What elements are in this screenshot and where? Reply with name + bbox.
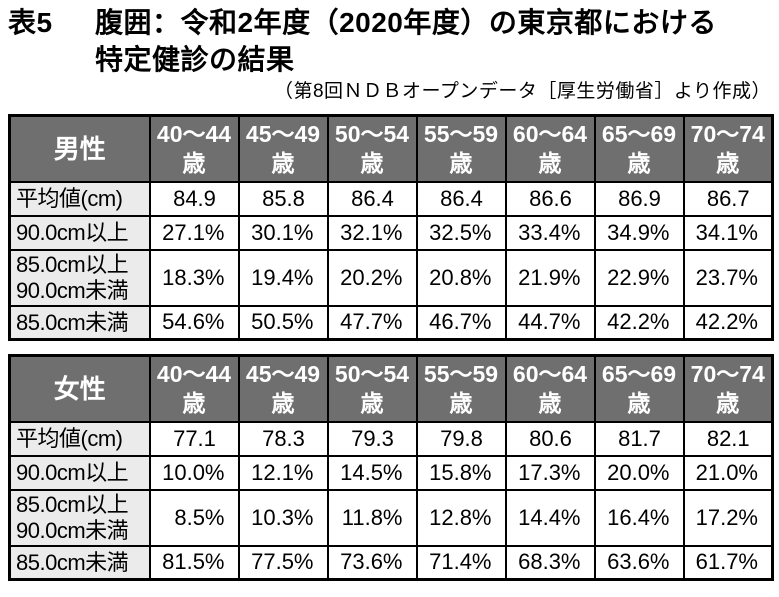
title-line1: 腹囲：令和2年度（2020年度）の東京都における xyxy=(95,7,717,38)
value-cell: 19.4% xyxy=(237,248,329,307)
row-label: 85.0cm以上 90.0cm未満 xyxy=(8,488,151,547)
row-label: 85.0cm未満 xyxy=(8,544,151,581)
table-caption: 表5 腹囲：令和2年度（2020年度）の東京都における 特定健診の結果 xyxy=(8,4,779,78)
header-row: 女性 40〜44 歳 45〜49 歳 50〜54 歳 55〜59 歳 60〜64 歳 65〜… xyxy=(8,354,774,423)
row-label: 平均値(cm) xyxy=(8,420,151,457)
age-column-header: 55〜59 歳 xyxy=(415,354,507,423)
value-cell: 34.1% xyxy=(682,214,774,251)
row-label: 85.0cm以上 90.0cm未満 xyxy=(8,248,151,307)
value-cell: 77.5% xyxy=(237,544,329,581)
age-column-header: 65〜69 歳 xyxy=(593,114,685,183)
row-label: 平均値(cm) xyxy=(8,180,151,217)
value-cell: 77.1 xyxy=(148,420,240,457)
value-cell: 71.4% xyxy=(415,544,507,581)
value-cell: 86.4 xyxy=(415,180,507,217)
value-cell: 16.4% xyxy=(593,488,685,547)
value-cell: 63.6% xyxy=(593,544,685,581)
value-cell: 8.5% xyxy=(148,488,240,547)
age-column-header: 60〜64 歳 xyxy=(504,114,596,183)
value-cell: 79.8 xyxy=(415,420,507,457)
title-line2: 特定健診の結果 xyxy=(95,44,295,75)
data-row: 85.0cm未満 54.6% 50.5% 47.7% 46.7% 44.7% 42.2% 42… xyxy=(8,304,774,341)
age-column-header: 65〜69 歳 xyxy=(593,354,685,423)
value-cell: 32.1% xyxy=(326,214,418,251)
value-cell: 21.0% xyxy=(682,454,774,491)
data-row: 90.0cm以上 27.1% 30.1% 32.1% 32.5% 33.4% 34.9% 34… xyxy=(8,214,774,251)
value-cell: 78.3 xyxy=(237,420,329,457)
value-cell: 46.7% xyxy=(415,304,507,341)
value-cell: 73.6% xyxy=(326,544,418,581)
value-cell: 82.1 xyxy=(682,420,774,457)
data-row: 85.0cm以上 90.0cm未満 8.5% 10.3% 11.8% 12.8% 14.4… xyxy=(8,488,774,547)
women-table: 女性 40〜44 歳 45〜49 歳 50〜54 歳 55〜59 歳 60〜64 歳 65〜… xyxy=(8,354,774,581)
value-cell: 20.8% xyxy=(415,248,507,307)
value-cell: 14.4% xyxy=(504,488,596,547)
value-cell: 18.3% xyxy=(148,248,240,307)
value-cell: 42.2% xyxy=(682,304,774,341)
age-column-header: 70〜74 歳 xyxy=(682,354,774,423)
age-column-header: 45〜49 歳 xyxy=(237,114,329,183)
value-cell: 12.8% xyxy=(415,488,507,547)
value-cell: 68.3% xyxy=(504,544,596,581)
age-column-header: 50〜54 歳 xyxy=(326,114,418,183)
value-cell: 22.9% xyxy=(593,248,685,307)
source-note: （第8回ＮＤＢオープンデータ［厚生労働省］より作成） xyxy=(273,81,771,102)
value-cell: 11.8% xyxy=(326,488,418,547)
group-label: 女性 xyxy=(8,354,151,423)
data-row: 85.0cm未満 81.5% 77.5% 73.6% 71.4% 68.3% 63.6% 61… xyxy=(8,544,774,581)
value-cell: 85.8 xyxy=(237,180,329,217)
value-cell: 32.5% xyxy=(415,214,507,251)
table-title: 腹囲：令和2年度（2020年度）の東京都における 特定健診の結果 xyxy=(95,4,717,78)
value-cell: 10.3% xyxy=(237,488,329,547)
value-cell: 47.7% xyxy=(326,304,418,341)
age-column-header: 40〜44 歳 xyxy=(148,114,240,183)
value-cell: 54.6% xyxy=(148,304,240,341)
data-row: 平均値(cm) 77.1 78.3 79.3 79.8 80.6 81.7 82.1 xyxy=(8,420,774,457)
age-column-header: 50〜54 歳 xyxy=(326,354,418,423)
value-cell: 61.7% xyxy=(682,544,774,581)
value-cell: 20.0% xyxy=(593,454,685,491)
value-cell: 44.7% xyxy=(504,304,596,341)
age-column-header: 70〜74 歳 xyxy=(682,114,774,183)
value-cell: 79.3 xyxy=(326,420,418,457)
value-cell: 27.1% xyxy=(148,214,240,251)
value-cell: 30.1% xyxy=(237,214,329,251)
value-cell: 10.0% xyxy=(148,454,240,491)
value-cell: 81.7 xyxy=(593,420,685,457)
value-cell: 15.8% xyxy=(415,454,507,491)
age-column-header: 60〜64 歳 xyxy=(504,354,596,423)
value-cell: 86.6 xyxy=(504,180,596,217)
value-cell: 17.2% xyxy=(682,488,774,547)
row-label: 90.0cm以上 xyxy=(8,454,151,491)
value-cell: 14.5% xyxy=(326,454,418,491)
value-cell: 50.5% xyxy=(237,304,329,341)
value-cell: 33.4% xyxy=(504,214,596,251)
data-row: 85.0cm以上 90.0cm未満 18.3% 19.4% 20.2% 20.8% 21.… xyxy=(8,248,774,307)
data-row: 90.0cm以上 10.0% 12.1% 14.5% 15.8% 17.3% 20.0% 21… xyxy=(8,454,774,491)
value-cell: 80.6 xyxy=(504,420,596,457)
row-label: 85.0cm未満 xyxy=(8,304,151,341)
table-number: 表5 xyxy=(8,7,53,38)
age-column-header: 40〜44 歳 xyxy=(148,354,240,423)
row-label: 90.0cm以上 xyxy=(8,214,151,251)
age-column-header: 55〜59 歳 xyxy=(415,114,507,183)
header-row: 男性 40〜44 歳 45〜49 歳 50〜54 歳 55〜59 歳 60〜64 歳 65〜… xyxy=(8,114,774,183)
value-cell: 20.2% xyxy=(326,248,418,307)
value-cell: 21.9% xyxy=(504,248,596,307)
value-cell: 86.9 xyxy=(593,180,685,217)
value-cell: 23.7% xyxy=(682,248,774,307)
value-cell: 42.2% xyxy=(593,304,685,341)
men-table: 男性 40〜44 歳 45〜49 歳 50〜54 歳 55〜59 歳 60〜64 歳 65〜… xyxy=(8,114,774,341)
value-cell: 17.3% xyxy=(504,454,596,491)
age-column-header: 45〜49 歳 xyxy=(237,354,329,423)
data-row: 平均値(cm) 84.9 85.8 86.4 86.4 86.6 86.9 86.7 xyxy=(8,180,774,217)
value-cell: 81.5% xyxy=(148,544,240,581)
value-cell: 34.9% xyxy=(593,214,685,251)
value-cell: 84.9 xyxy=(148,180,240,217)
value-cell: 86.7 xyxy=(682,180,774,217)
value-cell: 86.4 xyxy=(326,180,418,217)
value-cell: 12.1% xyxy=(237,454,329,491)
group-label: 男性 xyxy=(8,114,151,183)
